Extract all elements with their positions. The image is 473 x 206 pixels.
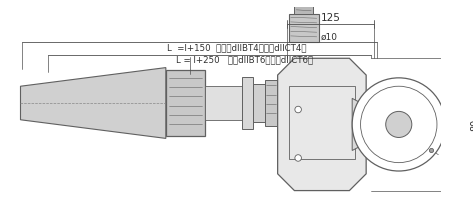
Circle shape	[295, 106, 301, 113]
Bar	[289, 14, 319, 41]
Bar	[254, 84, 264, 122]
Polygon shape	[352, 98, 366, 151]
Bar	[166, 70, 205, 136]
Bar	[289, 86, 355, 159]
Bar	[294, 0, 313, 14]
Polygon shape	[278, 58, 366, 191]
Circle shape	[352, 78, 446, 171]
Bar	[205, 86, 242, 120]
Circle shape	[385, 111, 412, 137]
Text: L = l+250   用于dIIBT6，用于dIICT6）: L = l+250 用于dIIBT6，用于dIICT6）	[175, 56, 313, 65]
Bar	[242, 77, 254, 129]
Polygon shape	[20, 68, 166, 138]
Text: 80: 80	[470, 118, 473, 131]
Text: L  =l+150  （用于dIIBT4，用于dIICT4）: L =l+150 （用于dIIBT4，用于dIICT4）	[167, 43, 307, 53]
Text: 125: 125	[320, 13, 340, 23]
Bar	[264, 80, 278, 126]
Circle shape	[360, 86, 437, 163]
Circle shape	[295, 155, 301, 161]
Bar	[434, 108, 447, 141]
Text: ø10: ø10	[321, 32, 338, 41]
